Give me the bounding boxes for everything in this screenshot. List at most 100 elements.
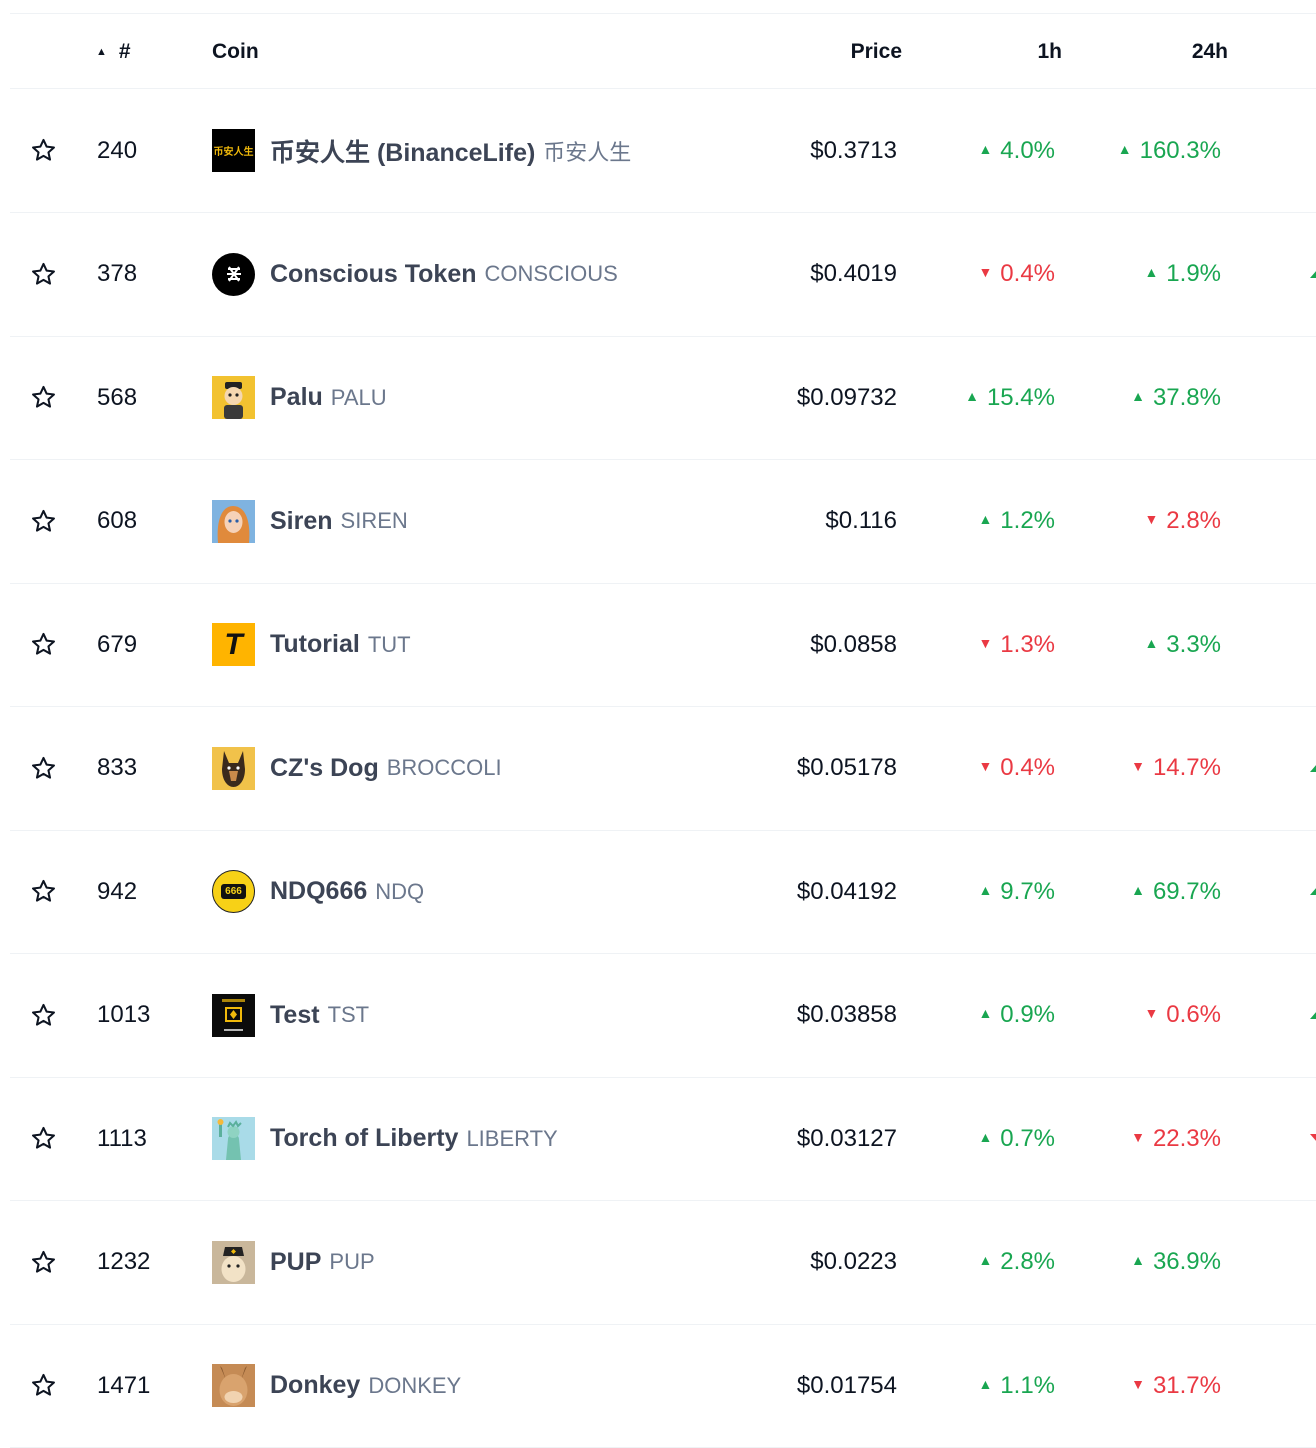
coin-column-header[interactable]: Coin [212, 40, 259, 63]
rank-column-header[interactable]: ▲ # [96, 40, 131, 63]
coin-name: Siren [270, 506, 333, 535]
star-icon [30, 1002, 57, 1029]
change-1h: ▲ 1.1% [978, 1371, 1055, 1399]
coin-name: Tutorial [270, 630, 360, 658]
coin-link-liberty[interactable]: Torch of Liberty LIBERTY [212, 1077, 558, 1200]
price-column-header[interactable]: Price [850, 40, 902, 63]
star-icon [30, 137, 57, 164]
table-row[interactable]: 1471 Donkey DONKEY $0.01754 ▲ 1.1% ▼ 31.7% [10, 1324, 1316, 1448]
coin-rank: 1113 [97, 1124, 147, 1152]
star-icon [30, 878, 57, 905]
caret-up-icon: ▲ [1131, 881, 1145, 898]
change-24h: ▲ 69.7% [1131, 877, 1221, 905]
coin-link-broccoli[interactable]: CZ's Dog BROCCOLI [212, 707, 502, 830]
coin-symbol: LIBERTY [466, 1125, 558, 1151]
coin-symbol: TUT [367, 631, 411, 657]
coin-price: $0.05178 [796, 754, 897, 781]
change-24h: ▼ 14.7% [1131, 754, 1221, 781]
table-row[interactable]: 240 币安人生 币安人生 (BinanceLife) 币安人生 $0.3713… [10, 89, 1316, 213]
watchlist-star-button[interactable] [28, 213, 58, 336]
watchlist-star-button[interactable] [28, 583, 58, 706]
table-header: ▲ # Coin Price 1h 24h [10, 14, 1316, 89]
change-1h: ▼ 0.4% [978, 754, 1055, 781]
caret-down-icon [1308, 1131, 1316, 1145]
coin-name: CZ's Dog [270, 753, 379, 782]
watchlist-star-button[interactable] [28, 1201, 58, 1324]
coin-symbol: 币安人生 [543, 139, 632, 165]
change-1h: ▼ 1.3% [978, 630, 1055, 658]
change-24h: ▲ 37.8% [1131, 383, 1221, 411]
coin-symbol: NDQ [375, 878, 425, 904]
caret-up-icon: ▲ [965, 387, 979, 404]
star-icon [30, 384, 57, 411]
ndq666-logo-icon: 666 [212, 870, 255, 913]
coin-price: $0.04192 [796, 877, 897, 905]
change-24h-column-header[interactable]: 24h [1191, 40, 1228, 63]
table-row[interactable]: 568 Palu PALU $0.09732 ▲ 15.4% ▲ 37.8% [10, 336, 1316, 460]
coin-link-siren[interactable]: Siren SIREN [212, 460, 408, 583]
table-row[interactable]: 378 Conscious Token CONSCIOUS $0.4019 ▼ 0… [10, 213, 1316, 337]
coin-rank: 833 [97, 754, 138, 781]
watchlist-star-button[interactable] [28, 1324, 58, 1447]
table-row[interactable]: 608 Siren SIREN $0.116 ▲ 1.2% ▼ 2.8% [10, 460, 1316, 584]
change-24h: ▼ 31.7% [1131, 1371, 1221, 1399]
table-row[interactable]: 1013 Test TST $0.03858 ▲ 0.9% ▼ 0.6% [10, 954, 1316, 1078]
caret-up-icon: ▲ [1117, 140, 1132, 157]
watchlist-star-button[interactable] [28, 707, 58, 830]
coin-link-donkey[interactable]: Donkey DONKEY [212, 1324, 461, 1447]
change-24h: ▼ 22.3% [1131, 1124, 1221, 1152]
coin-price: $0.09732 [796, 383, 897, 411]
coin-rank: 378 [97, 260, 138, 287]
caret-up-icon: ▲ [978, 1005, 993, 1021]
conscious-logo-icon [212, 252, 255, 296]
coin-symbol: TST [327, 1002, 370, 1027]
coin-price: $0.4019 [810, 260, 897, 287]
coin-symbol: DONKEY [368, 1372, 462, 1398]
caret-up-icon: ▲ [978, 1252, 993, 1268]
change-24h: ▲ 160.3% [1117, 136, 1221, 164]
change-1h: ▲ 2.8% [978, 1248, 1055, 1275]
coin-link-conscious[interactable]: Conscious Token CONSCIOUS [212, 213, 618, 336]
caret-up-icon: ▲ [1144, 634, 1159, 651]
change-24h: ▲ 3.3% [1144, 630, 1221, 658]
coin-symbol: CONSCIOUS [484, 261, 618, 286]
star-icon [30, 508, 57, 535]
change-24h: ▼ 0.6% [1144, 1001, 1221, 1028]
caret-up-icon: ▲ [1144, 264, 1159, 280]
caret-down-icon: ▼ [978, 634, 993, 651]
coin-link-ndq[interactable]: 666 NDQ666 NDQ [212, 830, 424, 953]
coin-symbol: PALU [330, 384, 387, 410]
coin-link-pup[interactable]: PUP PUP [212, 1201, 375, 1324]
coin-symbol: SIREN [340, 508, 408, 533]
coin-price: $0.116 [825, 507, 897, 534]
change-1h-column-header[interactable]: 1h [1037, 40, 1062, 63]
coin-link-tut[interactable]: T Tutorial TUT [212, 583, 411, 706]
coin-link-coin0[interactable]: 币安人生 币安人生 (BinanceLife) 币安人生 [212, 89, 631, 212]
watchlist-star-button[interactable] [28, 336, 58, 459]
coin-price: $0.01754 [796, 1371, 897, 1399]
coin-link-palu[interactable]: Palu PALU [212, 336, 387, 459]
change-1h: ▲ 4.0% [978, 136, 1055, 164]
watchlist-star-button[interactable] [28, 1077, 58, 1200]
watchlist-star-button[interactable] [28, 830, 58, 953]
change-1h: ▲ 9.7% [978, 877, 1055, 905]
table-row[interactable]: 942 666 NDQ666 NDQ $0.04192 ▲ 9.7% ▲ 69.7% [10, 830, 1316, 954]
coin-price: $0.0858 [810, 630, 897, 658]
coin-rank: 1232 [97, 1248, 151, 1275]
watchlist-star-button[interactable] [28, 460, 58, 583]
caret-down-icon: ▼ [1131, 1375, 1145, 1392]
coin-rank: 568 [97, 383, 138, 411]
caret-down-icon: ▼ [978, 758, 993, 774]
table-row[interactable]: 1113 Torch of Liberty LIBERTY $0.03127 ▲… [10, 1077, 1316, 1201]
table-row[interactable]: 679 T Tutorial TUT $0.0858 ▼ 1.3% ▲ 3.3% [10, 583, 1316, 707]
coin-link-tst[interactable]: Test TST [212, 954, 369, 1077]
table-row[interactable]: 833 CZ's Dog BROCCOLI $0.05178 ▼ 0.4% ▼ 14… [10, 707, 1316, 831]
caret-down-icon: ▼ [1144, 1005, 1159, 1021]
star-icon [30, 1372, 57, 1399]
coin-name: Torch of Liberty [270, 1124, 459, 1152]
caret-up-icon: ▲ [1131, 1252, 1145, 1268]
watchlist-star-button[interactable] [28, 89, 58, 212]
watchlist-star-button[interactable] [28, 954, 58, 1077]
test-token-logo-icon [212, 993, 255, 1037]
table-row[interactable]: 1232 PUP PUP $0.0223 ▲ 2.8% ▲ 36.9% [10, 1201, 1316, 1325]
